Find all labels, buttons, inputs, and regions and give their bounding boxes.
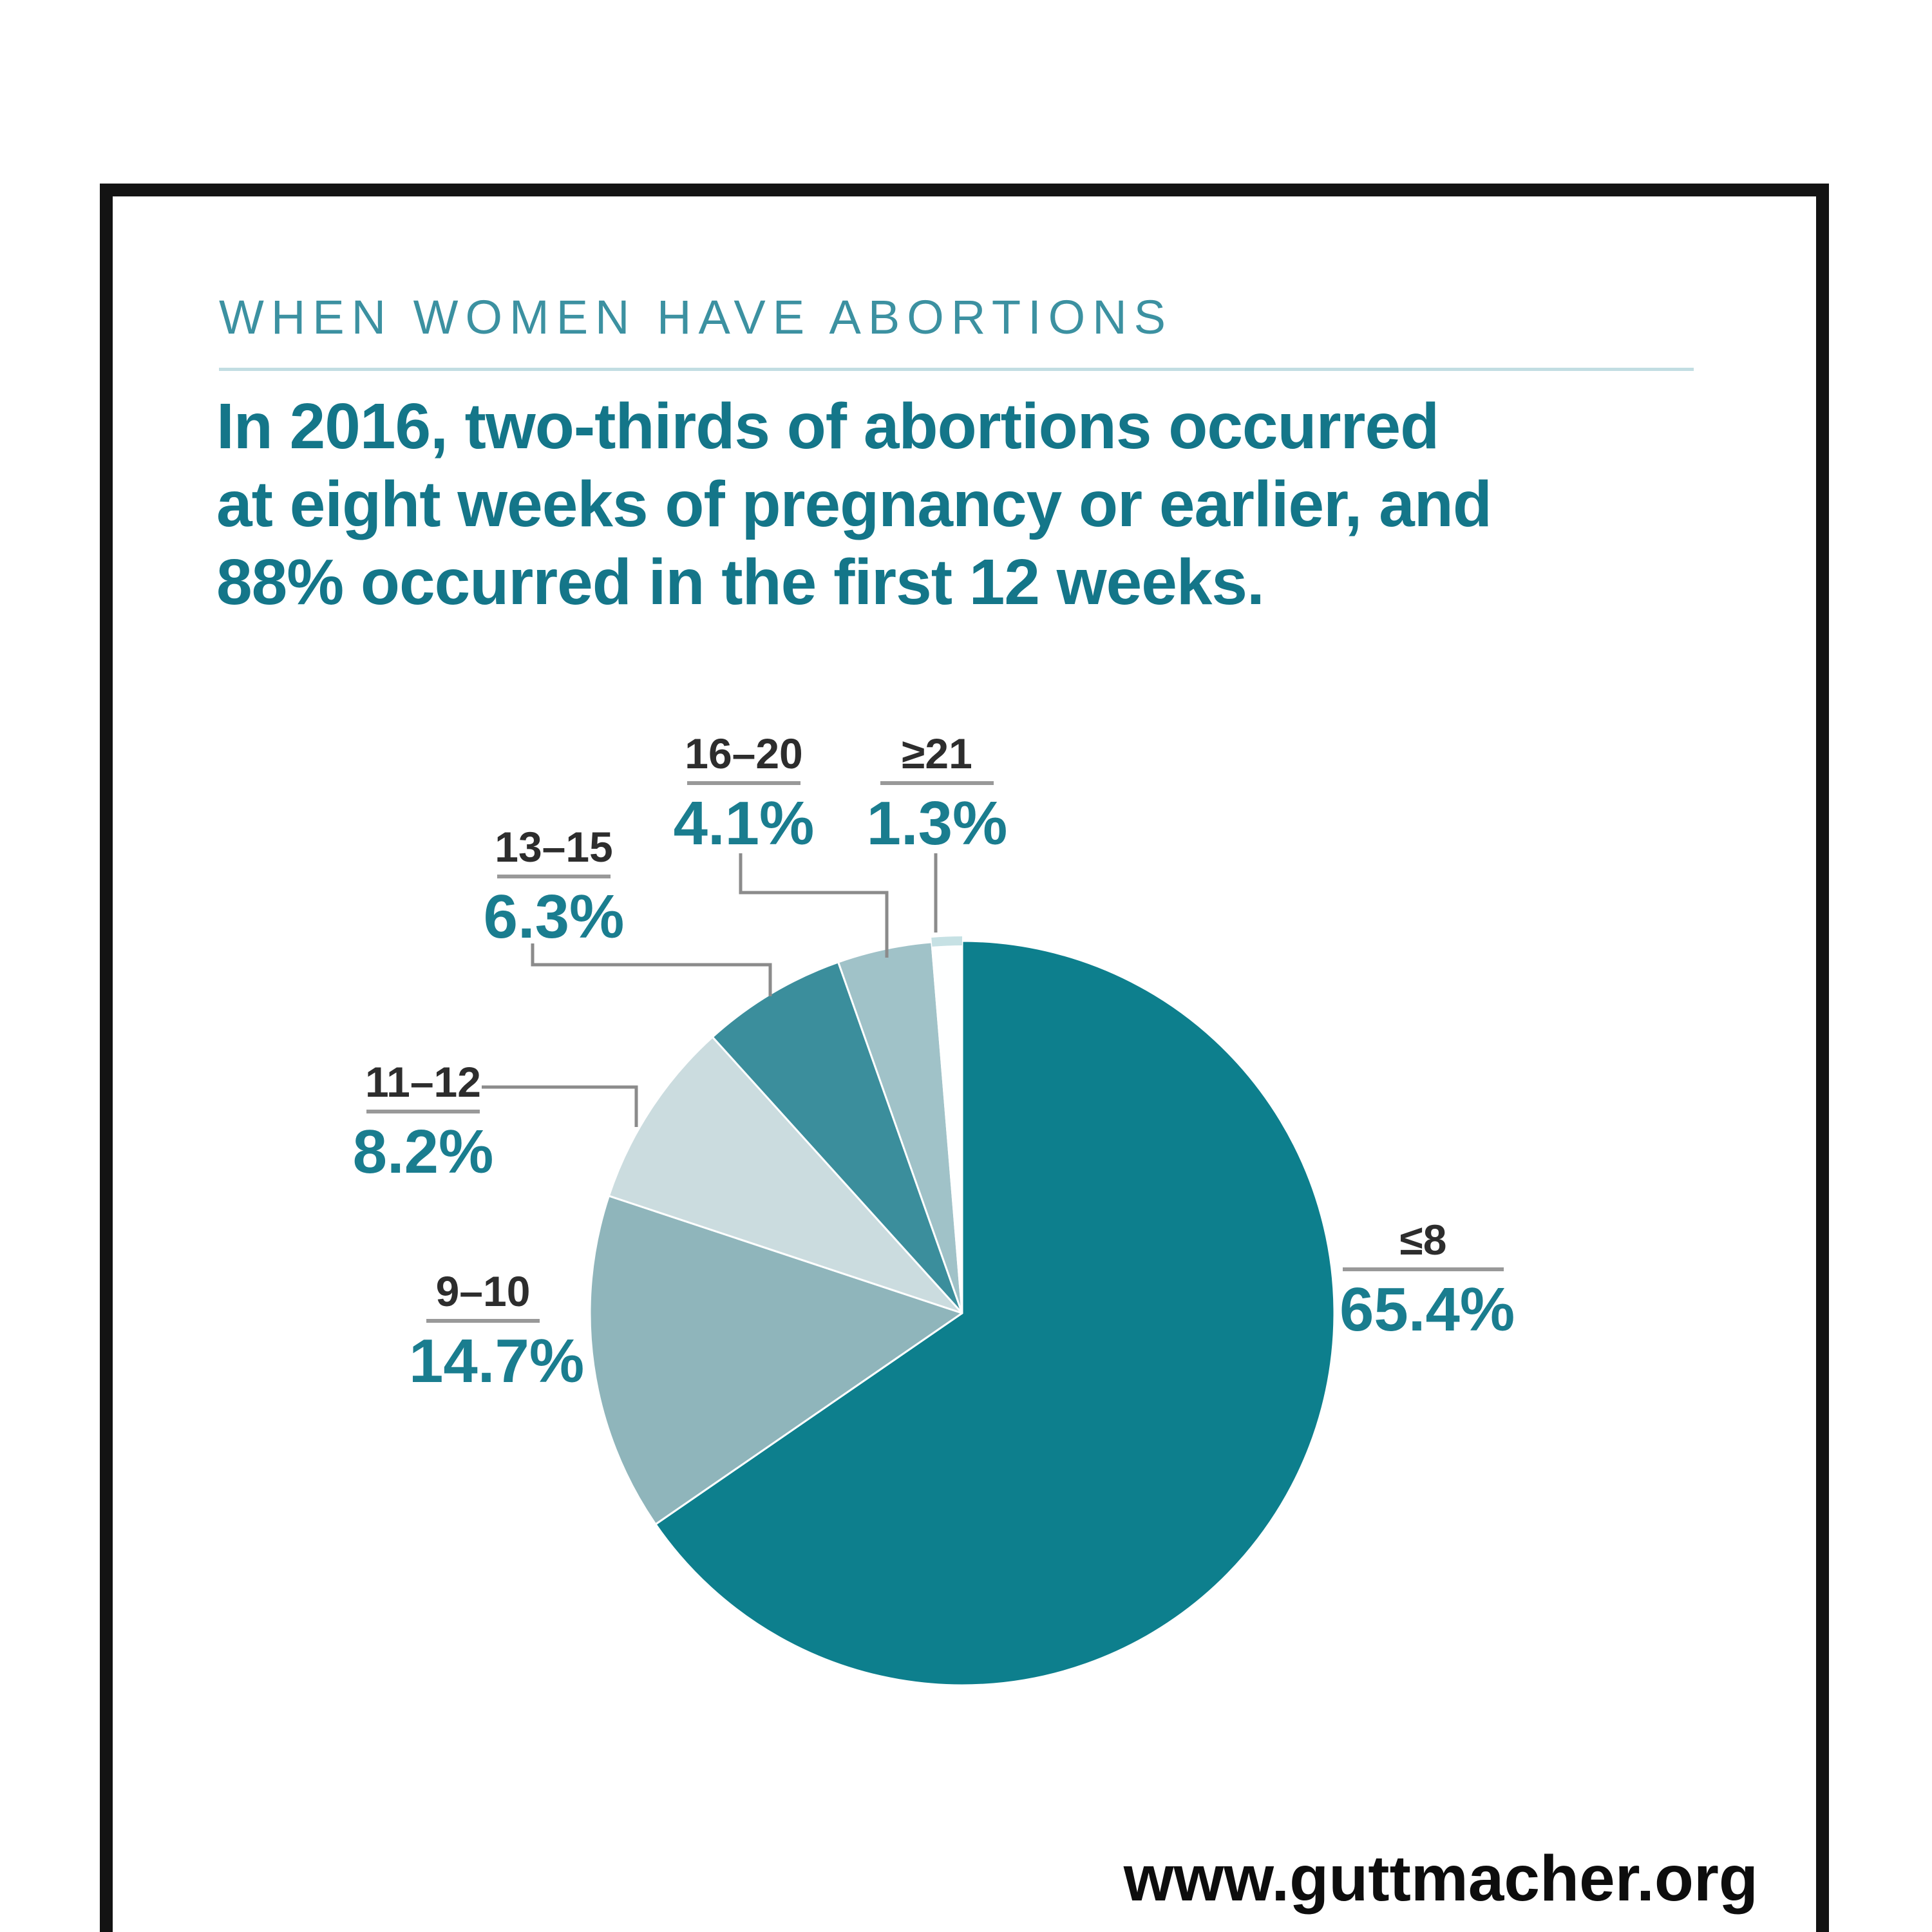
slice-percent: 65.4% xyxy=(1340,1275,1515,1344)
slice-category: ≥21 xyxy=(902,730,972,777)
slice-percent: 1.3% xyxy=(866,789,1008,858)
slice-label-ge21: ≥21 1.3% xyxy=(863,732,1011,855)
label-rule xyxy=(1343,1267,1504,1271)
website-url: www.guttmacher.org xyxy=(1123,1842,1758,1915)
slice-label-11-12: 11–12 8.2% xyxy=(349,1061,497,1183)
pie-slice-2 xyxy=(607,1036,963,1314)
slice-category: ≤8 xyxy=(1399,1216,1447,1264)
label-rule xyxy=(497,875,611,878)
slice-percent: 4.1% xyxy=(673,789,815,858)
label-rule xyxy=(880,781,994,785)
headline-line-3: 88% occurred in the first 12 weeks. xyxy=(216,546,1265,618)
slice-category: 13–15 xyxy=(495,823,613,871)
headline-line-1: In 2016, two-thirds of abortions occurre… xyxy=(216,390,1439,462)
section-kicker: WHEN WOMEN HAVE ABORTIONS xyxy=(219,290,1173,344)
leader-lines xyxy=(482,853,938,1127)
slice-category: 16–20 xyxy=(685,730,803,777)
label-rule xyxy=(366,1110,480,1113)
slice-percent: 6.3% xyxy=(483,882,625,951)
label-rule xyxy=(426,1319,540,1323)
slice-percent: 8.2% xyxy=(352,1117,494,1186)
label-rule xyxy=(687,781,800,785)
headline: In 2016, two-thirds of abortions occurre… xyxy=(216,388,1826,621)
leader-line-16-20 xyxy=(739,853,889,958)
headline-line-2: at eight weeks of pregnancy or earlier, … xyxy=(216,468,1492,540)
kicker-divider xyxy=(219,368,1694,371)
pie-slice-rim-tint-5 xyxy=(931,936,963,947)
slice-label-16-20: 16–20 4.1% xyxy=(670,732,818,855)
pie-slice-1 xyxy=(589,1195,963,1526)
pie-slices xyxy=(589,936,1336,1687)
slice-label-9-10: 9–10 14.7% xyxy=(409,1267,585,1396)
frame-border xyxy=(100,184,1829,1932)
slice-percent: 14.7% xyxy=(409,1327,585,1396)
slice-label-13-15: 13–15 6.3% xyxy=(480,826,628,948)
slice-label-le8: ≤8 65.4% xyxy=(1340,1216,1515,1344)
slice-category: 9–10 xyxy=(435,1267,531,1315)
leader-line-13-15 xyxy=(531,943,772,996)
pie-slice-0 xyxy=(654,940,1336,1687)
slice-category: 11–12 xyxy=(365,1058,481,1106)
leader-line-11-12 xyxy=(482,1085,638,1127)
